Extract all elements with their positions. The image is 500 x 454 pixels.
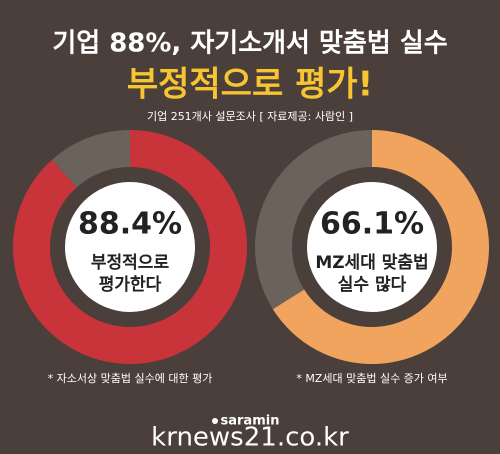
caption: 실수 많다	[338, 275, 407, 295]
center-disc	[65, 182, 195, 312]
caption: 평가한다	[99, 275, 162, 295]
caption: 부정적으로	[91, 253, 170, 273]
donut-segment	[12, 130, 248, 365]
caption: MZ세대 맞춤법	[315, 253, 428, 273]
value-label: 88.4%	[78, 207, 182, 242]
note: * 자소서상 맞춤법 실수에 대한 평가	[48, 372, 213, 385]
source: 기업 251개사 설문조사 [ 자료제공: 사람인 ]	[147, 110, 353, 123]
title: 기업 88%, 자기소개서 맞춤법 실수	[52, 29, 447, 59]
logo-icon	[212, 418, 218, 424]
donut-segment	[272, 130, 489, 365]
note: * MZ세대 맞춤법 실수 증가 여부	[296, 372, 447, 385]
center-disc	[307, 182, 437, 312]
highlight: 부정적으로 평가!	[127, 65, 373, 105]
watermark: krnews21.co.kr	[151, 423, 349, 453]
donut-segment	[52, 130, 130, 188]
value-label: 66.1%	[320, 207, 424, 242]
donut-segment	[255, 130, 372, 310]
logo: saramin	[221, 414, 280, 429]
